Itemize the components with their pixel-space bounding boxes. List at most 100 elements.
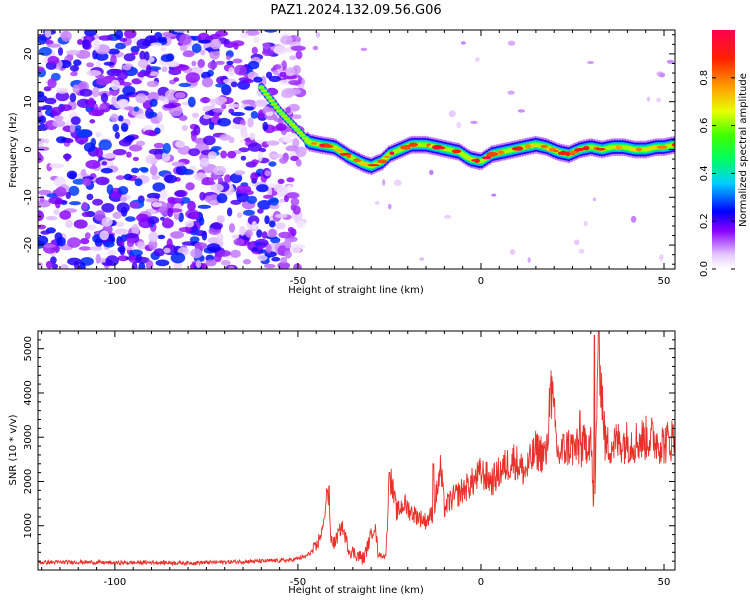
heatmap-noise-blob	[209, 48, 220, 60]
snr-xlabel: Height of straight line (km)	[288, 585, 424, 596]
heatmap-noise-blob	[160, 216, 165, 221]
heatmap-noise-blob	[360, 47, 368, 52]
heatmap-noise-blob	[646, 96, 651, 102]
heatmap-noise-blob	[79, 88, 93, 97]
heatmap-noise-blob	[394, 179, 402, 186]
heatmap-ridge-hotspot	[408, 142, 419, 147]
heatmap-noise-blob	[230, 173, 243, 184]
heatmap-ridge-hotspot	[346, 154, 351, 159]
heatmap-noise-blob	[284, 238, 292, 249]
heatmap-noise-blob	[242, 79, 254, 84]
heatmap-noise-blob	[262, 194, 274, 199]
figure-title: PAZ1.2024.132.09.56.G06	[270, 3, 441, 18]
heatmap-noise-blob	[273, 64, 282, 70]
heatmap-noise-blob	[215, 83, 228, 88]
heatmap-noise-blob	[134, 178, 143, 187]
heatmap-noise-blob	[251, 221, 258, 230]
heatmap-noise-blob	[250, 111, 259, 119]
heatmap-noise-blob	[212, 165, 227, 176]
heatmap-noise-blob	[144, 129, 156, 136]
heatmap-noise-blob	[268, 228, 277, 238]
heatmap-ridge-hotspot	[353, 159, 362, 163]
heatmap-noise-blob	[200, 49, 206, 56]
heatmap-noise-blob	[78, 246, 92, 251]
heatmap-noise-blob	[38, 110, 43, 117]
heatmap-noise-blob	[45, 260, 53, 269]
heatmap-noise-blob	[262, 121, 269, 131]
heatmap-noise-blob	[106, 184, 114, 195]
heatmap-noise-blob	[43, 86, 52, 92]
heatmap-noise-blob	[45, 40, 54, 45]
heatmap-noise-blob	[88, 109, 104, 117]
heatmap-noise-blob	[173, 261, 183, 269]
heatmap-noise-blob	[55, 91, 70, 102]
heatmap-noise-blob	[262, 42, 271, 50]
heatmap-noise-blob	[69, 123, 76, 133]
heatmap-noise-blob	[100, 167, 113, 174]
heatmap-noise-blob	[224, 174, 232, 184]
heatmap-noise-blob	[73, 219, 88, 229]
heatmap-noise-blob	[191, 112, 200, 119]
heatmap-noise-blob	[117, 115, 124, 122]
heatmap-noise-blob	[240, 132, 249, 138]
heatmap-noise-blob	[199, 157, 210, 167]
heatmap-noise-blob	[190, 212, 200, 220]
heatmap-noise-blob	[136, 241, 146, 250]
heatmap-noise-blob	[297, 83, 305, 90]
heatmap-ridge-cell	[278, 112, 285, 115]
heatmap-noise-blob	[100, 92, 109, 103]
heatmap-noise-blob	[173, 77, 180, 82]
heatmap-noise-blob	[265, 111, 274, 117]
heatmap-noise-blob	[38, 210, 44, 222]
heatmap-noise-blob	[250, 172, 259, 182]
heatmap-noise-blob	[135, 93, 147, 104]
heatmap-noise-blob	[77, 39, 83, 45]
heatmap-noise-blob	[184, 220, 195, 228]
heatmap-noise-blob	[40, 230, 51, 235]
heatmap-noise-blob	[181, 168, 194, 175]
heatmap-noise-blob	[137, 71, 146, 78]
heatmap-noise-blob	[153, 142, 164, 149]
colorbar-tick-label: 0.2	[699, 213, 710, 229]
heatmap-noise-blob	[181, 125, 188, 131]
heatmap-ridge-hotspot	[367, 164, 380, 167]
heatmap-noise-blob	[197, 204, 212, 209]
heatmap-noise-blob	[86, 224, 97, 231]
heatmap-noise-blob	[228, 265, 235, 269]
heatmap-noise-blob	[163, 217, 171, 226]
heatmap-noise-blob	[56, 87, 69, 94]
heatmap-noise-blob	[175, 140, 186, 148]
heatmap-noise-blob	[87, 97, 96, 109]
heatmap-noise-blob	[273, 45, 287, 55]
heatmap-noise-blob	[236, 212, 243, 219]
heatmap-noise-blob	[117, 186, 129, 195]
heatmap-ridge-cell	[270, 102, 278, 106]
heatmap-noise-blob	[92, 86, 100, 98]
heatmap-ridge-hotspot	[310, 142, 318, 145]
heatmap-noise-blob	[290, 204, 297, 211]
heatmap-noise-blob	[656, 97, 662, 103]
heatmap-noise-blob	[443, 215, 452, 219]
heatmap-noise-blob	[47, 43, 61, 48]
heatmap-noise-blob	[124, 216, 136, 222]
heatmap-noise-blob	[239, 226, 246, 236]
heatmap-noise-blob	[429, 169, 434, 176]
heatmap-noise-blob	[146, 64, 152, 75]
heatmap-noise-blob	[290, 244, 302, 254]
heatmap-noise-blob	[187, 200, 196, 212]
heatmap-noise-blob	[312, 45, 319, 51]
heatmap-ridge-hotspot	[320, 143, 325, 147]
heatmap-noise-blob	[82, 39, 91, 50]
heatmap-noise-blob	[193, 124, 201, 136]
heatmap-noise-blob	[240, 155, 247, 161]
heatmap-noise-blob	[81, 211, 90, 218]
heatmap-noise-blob	[52, 120, 66, 128]
heatmap-noise-blob	[280, 257, 288, 264]
heatmap-noise-blob	[89, 246, 103, 251]
y-tick-label: -20	[23, 237, 34, 253]
heatmap-noise-blob	[115, 175, 125, 180]
heatmap-noise-blob	[287, 226, 295, 233]
heatmap-noise-blob	[60, 264, 69, 269]
heatmap-noise-blob	[236, 192, 249, 203]
